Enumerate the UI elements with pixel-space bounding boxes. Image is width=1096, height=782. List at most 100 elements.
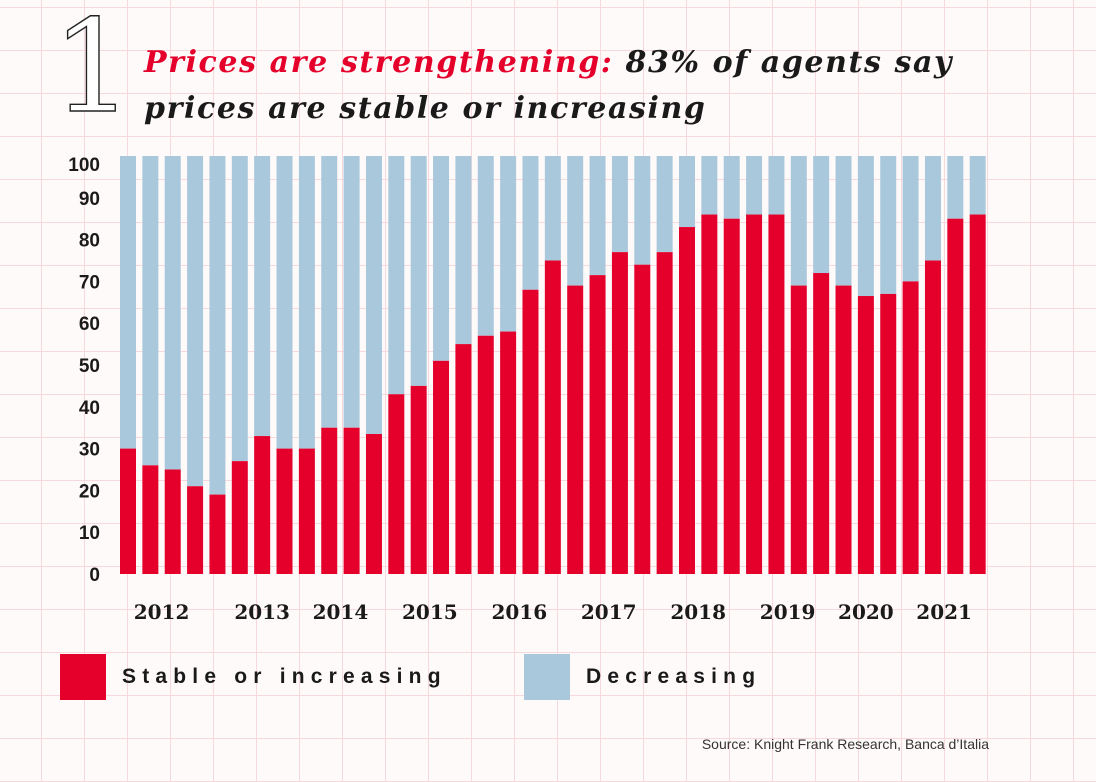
bars-layer [120, 156, 986, 574]
y-tick-label: 50 [79, 356, 100, 377]
bar-decreasing-1 [142, 156, 159, 466]
legend-label-stable: Stable or increasing [122, 665, 447, 688]
bar-decreasing-9 [321, 156, 338, 428]
title-rest: 83% of agents say prices are stable or i… [144, 45, 954, 126]
bar-stable-38 [969, 214, 986, 574]
bar-decreasing-31 [813, 156, 830, 274]
bar-stable-19 [544, 260, 561, 574]
bar-stable-16 [477, 335, 494, 574]
x-tick-label: 2019 [760, 600, 816, 624]
bar-decreasing-34 [880, 156, 897, 294]
y-tick-label: 90 [79, 189, 100, 210]
bar-stable-26 [701, 214, 718, 574]
bar-stable-8 [298, 448, 315, 574]
y-tick-label: 100 [68, 155, 100, 176]
bar-decreasing-7 [276, 156, 293, 449]
bar-stable-5 [231, 461, 248, 574]
bar-decreasing-5 [231, 156, 248, 462]
bar-stable-14 [433, 360, 450, 574]
bar-stable-18 [522, 289, 539, 574]
bar-stable-10 [343, 427, 360, 574]
x-tick-label: 2020 [838, 600, 894, 624]
bar-decreasing-36 [924, 156, 941, 261]
y-tick-label: 10 [79, 523, 100, 544]
bar-decreasing-11 [365, 156, 382, 434]
title-highlight: Prices are strengthening: [144, 45, 614, 80]
bar-stable-2 [164, 469, 181, 574]
bar-decreasing-25 [679, 156, 695, 228]
legend-label-decreasing: Decreasing [586, 665, 762, 688]
x-tick-label: 2016 [491, 600, 547, 624]
bar-decreasing-37 [947, 156, 964, 219]
bar-stable-29 [768, 214, 785, 574]
y-tick-label: 80 [79, 231, 100, 252]
bar-decreasing-16 [477, 156, 494, 336]
bar-decreasing-32 [835, 156, 852, 286]
y-tick-label: 60 [79, 314, 100, 335]
y-tick-label: 30 [79, 440, 100, 461]
y-tick-label: 20 [79, 481, 100, 502]
bar-stable-1 [142, 465, 159, 574]
bar-stable-4 [209, 494, 226, 574]
y-tick-label: 40 [79, 398, 100, 419]
source-note: Source: Knight Frank Research, Banca d’I… [701, 736, 989, 752]
bar-decreasing-26 [701, 156, 718, 215]
bar-stable-0 [120, 448, 136, 574]
bar-stable-37 [947, 218, 964, 574]
bar-decreasing-17 [500, 156, 517, 332]
legend-decreasing: Decreasing [524, 654, 761, 700]
bar-decreasing-15 [455, 156, 472, 345]
bar-stable-7 [276, 448, 293, 574]
x-tick-label: 2021 [916, 600, 972, 624]
bar-decreasing-13 [410, 156, 427, 386]
bar-stable-12 [388, 394, 405, 574]
bar-stable-20 [567, 285, 584, 574]
chart-title: Prices are strengthening: 83% of agents … [144, 40, 964, 132]
bar-stable-9 [321, 427, 338, 574]
bar-decreasing-6 [254, 156, 271, 437]
section-number: 1 [51, 0, 134, 142]
bar-decreasing-29 [768, 156, 785, 215]
bar-stable-33 [857, 296, 874, 574]
bar-decreasing-28 [746, 156, 763, 215]
bar-stable-24 [656, 252, 673, 574]
bar-stable-13 [410, 385, 427, 574]
y-tick-label: 0 [89, 565, 100, 586]
bar-stable-15 [455, 344, 472, 574]
bar-stable-35 [902, 281, 919, 574]
bar-stable-28 [746, 214, 763, 574]
bar-stable-27 [723, 218, 740, 574]
bar-stable-21 [589, 275, 606, 574]
bar-decreasing-33 [857, 156, 874, 297]
bar-stable-3 [187, 486, 204, 574]
x-tick-label: 2017 [581, 600, 637, 624]
bar-decreasing-22 [611, 156, 628, 253]
bar-decreasing-18 [522, 156, 539, 290]
x-axis: 2012 2013 2014 2015 2016 2017 2018 2019 2020 2021 [134, 600, 972, 624]
bar-decreasing-21 [589, 156, 606, 276]
bar-decreasing-10 [343, 156, 360, 428]
legend-swatch-decreasing [524, 654, 570, 700]
bar-stable-22 [611, 252, 628, 574]
x-tick-label: 2015 [402, 600, 458, 624]
x-tick-label: 2018 [670, 600, 726, 624]
bar-stable-32 [835, 285, 852, 574]
bar-stable-31 [813, 273, 830, 574]
bar-decreasing-8 [298, 156, 315, 449]
bar-stable-30 [790, 285, 807, 574]
bar-decreasing-2 [164, 156, 181, 470]
bar-decreasing-12 [388, 156, 405, 395]
bar-stable-34 [880, 293, 897, 574]
legend-stable: Stable or increasing [60, 654, 447, 700]
x-tick-label: 2012 [134, 600, 190, 624]
bar-stable-23 [634, 264, 651, 574]
legend-swatch-stable [60, 654, 106, 700]
bar-stable-17 [500, 331, 517, 574]
bar-stable-36 [924, 260, 941, 574]
bar-decreasing-14 [433, 156, 450, 361]
x-tick-label: 2013 [234, 600, 290, 624]
bar-decreasing-23 [634, 156, 651, 265]
y-tick-label: 70 [79, 272, 100, 293]
bar-decreasing-38 [969, 156, 986, 215]
